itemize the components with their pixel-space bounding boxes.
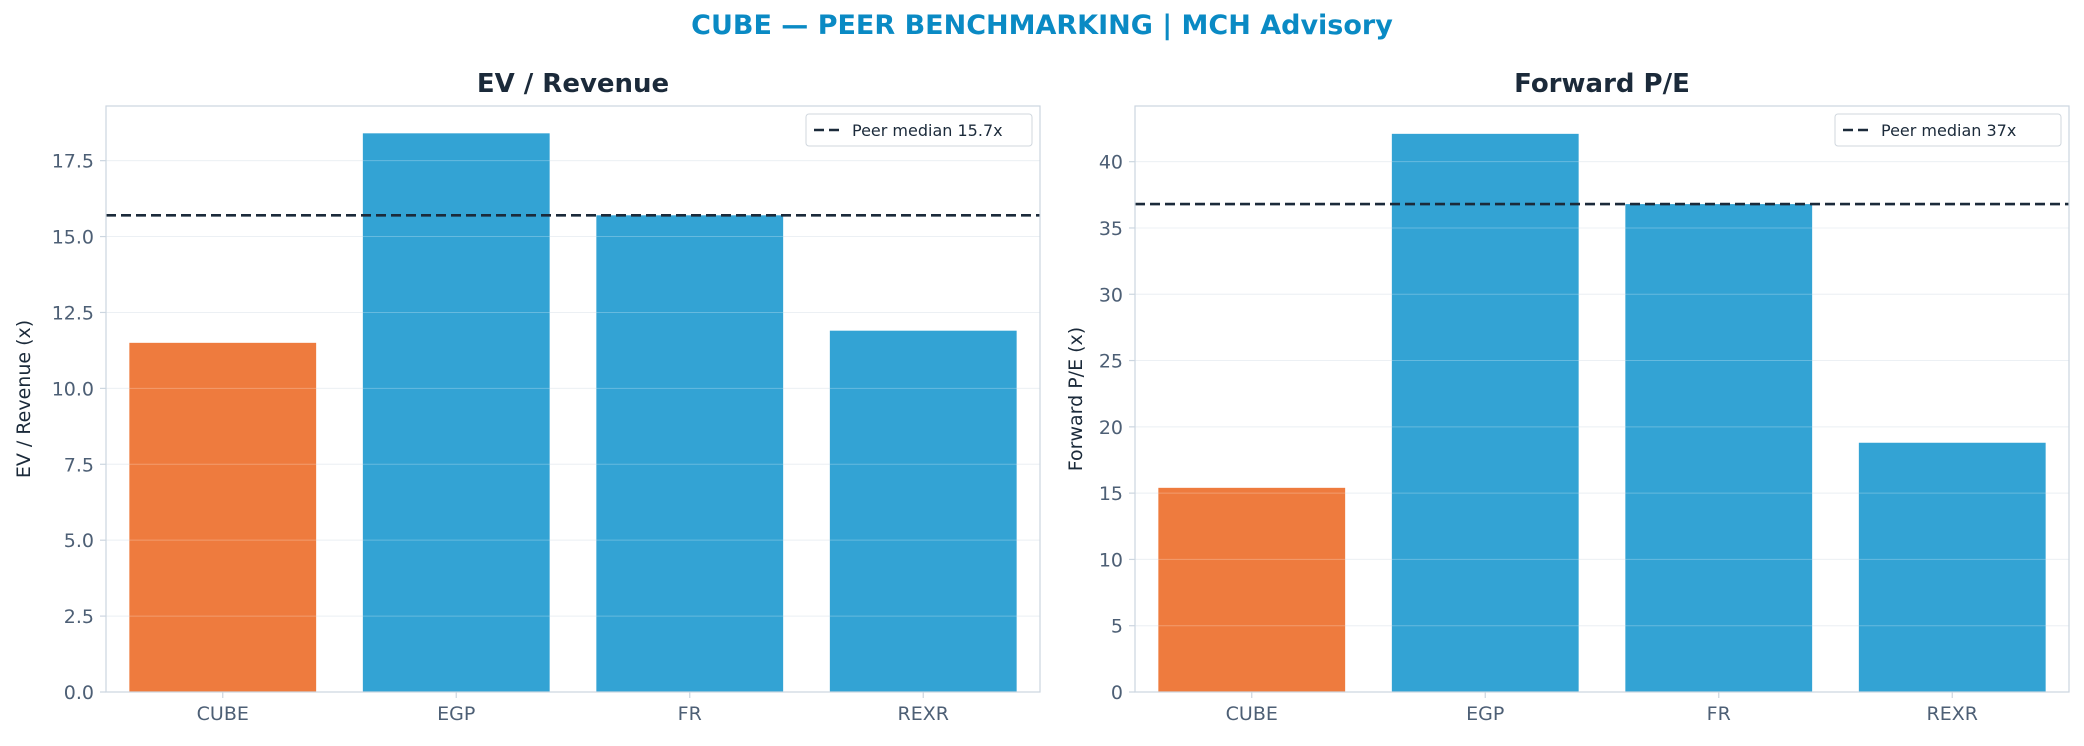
y-tick-label: 0.0 xyxy=(64,682,94,704)
y-tick-label: 12.5 xyxy=(52,302,94,324)
x-tick-label: FR xyxy=(678,703,702,725)
y-tick-label: 0 xyxy=(1111,682,1123,704)
y-tick-label: 5 xyxy=(1111,616,1123,638)
chart-panel-1: CUBE EGP FR REXR 0.0 2.5 5.0 7.5 10.0 12.5 15.0 17.… xyxy=(13,69,1041,725)
y-tick-label: 5.0 xyxy=(64,530,94,552)
x-tick-label: EGP xyxy=(1466,703,1504,725)
legend-label: Peer median 15.7x xyxy=(852,121,1003,140)
bar-cube xyxy=(1158,487,1346,692)
legend-box xyxy=(805,113,1033,147)
figure-title: CUBE — PEER BENCHMARKING | MCH Advisory xyxy=(691,10,1393,41)
y-tick-label: 17.5 xyxy=(52,151,94,173)
y-tick-label: 40 xyxy=(1099,152,1123,174)
bar-egp xyxy=(362,133,550,693)
y-axis-label: EV / Revenue (x) xyxy=(13,320,35,478)
legend-label: Peer median 37x xyxy=(1881,121,2016,140)
chart-panel-2: CUBE EGP FR REXR 0 5 10 15 20 25 30 35 40 Forward P/E… xyxy=(1065,69,2070,725)
x-tick-label: CUBE xyxy=(197,703,249,725)
y-tick-label: 30 xyxy=(1099,284,1123,306)
axes-frame xyxy=(105,105,1041,693)
y-tick-label: 10.0 xyxy=(52,378,94,400)
x-tick-label: CUBE xyxy=(1226,703,1278,725)
y-tick-label: 15.0 xyxy=(52,227,94,249)
y-tick-label: 35 xyxy=(1099,218,1123,240)
bar-fr xyxy=(596,215,784,692)
y-tick-label: 20 xyxy=(1099,417,1123,439)
panel-title: Forward P/E xyxy=(1514,69,1690,99)
bar-fr xyxy=(1625,204,1813,693)
x-tick-label: REXR xyxy=(1927,703,1978,725)
y-tick-label: 25 xyxy=(1099,351,1123,373)
bar-rexr xyxy=(1858,442,2046,692)
y-tick-label: 7.5 xyxy=(64,454,94,476)
bar-cube xyxy=(129,342,317,692)
y-tick-label: 2.5 xyxy=(64,606,94,628)
legend: Peer median 37x xyxy=(1834,113,2062,147)
bar-rexr xyxy=(829,330,1017,692)
axes-frame xyxy=(1134,105,2070,693)
y-tick-label: 15 xyxy=(1099,483,1123,505)
x-tick-label: EGP xyxy=(437,703,475,725)
x-tick-label: REXR xyxy=(898,703,949,725)
legend-box xyxy=(1834,113,2062,147)
bar-egp xyxy=(1391,133,1579,693)
y-axis-label: Forward P/E (x) xyxy=(1065,327,1087,471)
panel-title: EV / Revenue xyxy=(477,69,669,99)
x-tick-label: FR xyxy=(1707,703,1731,725)
y-tick-label: 10 xyxy=(1099,549,1123,571)
legend: Peer median 15.7x xyxy=(805,113,1033,147)
